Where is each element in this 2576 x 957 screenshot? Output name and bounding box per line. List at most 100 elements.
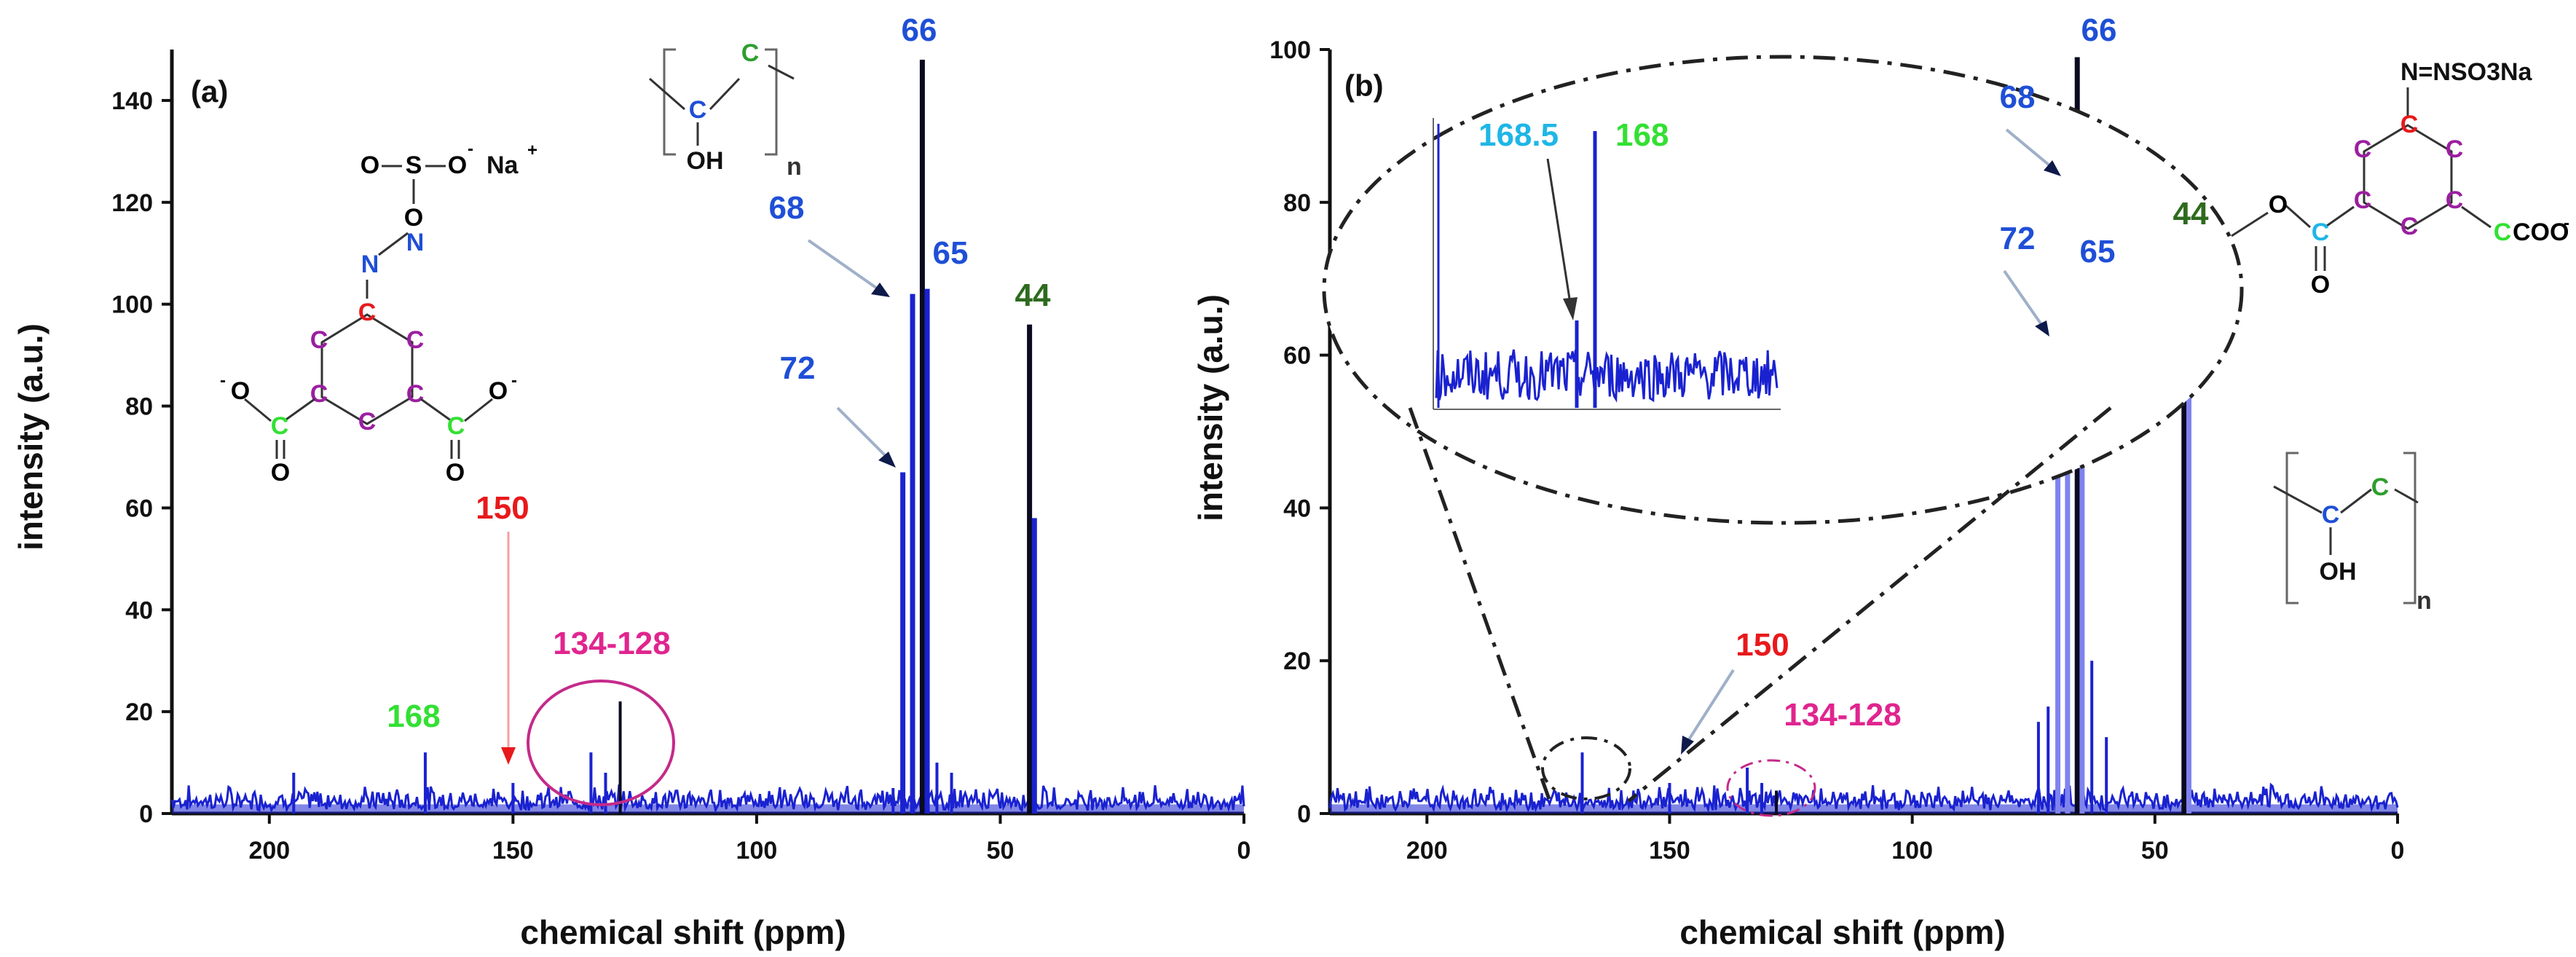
svg-text:C: C [2354, 186, 2372, 214]
y-tick-label: 60 [125, 495, 153, 522]
y-tick-label: 60 [1283, 342, 1311, 370]
svg-text:-: - [511, 371, 517, 390]
y-tick-label: 80 [125, 393, 153, 421]
x-tick-label: 50 [987, 837, 1015, 865]
svg-text:C: C [2354, 135, 2372, 163]
panel-b-label-44: 44 [2173, 196, 2209, 232]
x-tick-label: 0 [1237, 837, 1251, 865]
svg-text:C: C [2400, 111, 2419, 138]
panel-a-ticks: 200 150 100 50 0 0 20 40 60 80 100 120 140 [111, 87, 1250, 865]
panel-a-arrows [501, 239, 896, 806]
panel-b-inset-ellipse [1322, 55, 2244, 525]
svg-text:-: - [2564, 213, 2569, 233]
svg-text:C: C [406, 380, 425, 408]
panel-a-y-label: intensity (a.u.) [12, 323, 50, 551]
panel-a-x-label: chemical shift (ppm) [520, 913, 846, 951]
y-tick-label: 0 [1297, 800, 1311, 828]
panel-b-azo-structure: N=NSO3Na C C C C C C C O O C COO - [2231, 58, 2569, 299]
svg-text:C: C [2322, 501, 2340, 529]
x-tick-label: 150 [492, 837, 534, 865]
svg-text:C: C [271, 412, 289, 440]
svg-text:N: N [406, 229, 425, 256]
svg-text:n: n [787, 153, 802, 181]
x-tick-label: 0 [2391, 837, 2405, 865]
svg-text:OH: OH [2320, 558, 2357, 586]
svg-text:O: O [231, 377, 250, 405]
svg-text:N=NSO3Na: N=NSO3Na [2400, 58, 2533, 86]
panel-a-label-72: 72 [780, 350, 816, 386]
y-tick-label: 140 [111, 87, 153, 115]
svg-text:-: - [468, 139, 473, 159]
panel-a-circle-134-128 [527, 680, 675, 806]
panel-b-source-circle [1541, 736, 1631, 800]
panel-b-circle-134-128 [1726, 759, 1816, 817]
y-tick-label: 40 [1283, 495, 1311, 522]
panel-a-polymer-structure: C C OH n [649, 39, 802, 181]
panel-a-label-65: 65 [933, 235, 969, 271]
x-tick-label: 200 [248, 837, 290, 865]
panel-b-label-68: 68 [2000, 79, 2036, 115]
panel-b-y-label: intensity (a.u.) [1192, 294, 1229, 521]
baseline-noise [170, 784, 1245, 814]
svg-text:-: - [220, 371, 226, 390]
svg-text:Na: Na [487, 151, 519, 179]
svg-text:S: S [406, 151, 422, 179]
svg-text:O: O [361, 151, 379, 179]
panel-b-inset-label-168-5: 168.5 [1478, 117, 1559, 153]
y-tick-label: 0 [139, 800, 153, 828]
baseline-fill [172, 804, 1244, 814]
baseline-fill [1330, 804, 2398, 814]
panel-b-label-134-128: 134-128 [1784, 697, 1901, 733]
svg-text:C: C [2446, 135, 2464, 163]
y-tick-label: 20 [1283, 647, 1311, 675]
panel-a-spectrum [170, 59, 1245, 814]
panel-b-inset-label-168: 168 [1615, 117, 1669, 153]
inset-noise [1435, 349, 1779, 403]
panel-b-ticks: 200 150 100 50 0 0 20 40 60 80 100 [1269, 36, 2404, 865]
svg-text:C: C [406, 326, 425, 354]
panel-a-azo-structure: O O O S N N Na - + C C C C C C C C [220, 139, 537, 487]
x-tick-label: 200 [1406, 837, 1448, 865]
svg-text:C: C [447, 412, 465, 440]
panel-a-label-168: 168 [387, 698, 440, 734]
x-tick-label: 100 [1891, 837, 1933, 865]
panel-b-inset-spectrum [1435, 124, 1779, 408]
svg-text:C: C [689, 96, 707, 124]
svg-text:C: C [358, 408, 377, 436]
svg-text:C: C [2371, 473, 2390, 501]
panel-b: 200 150 100 50 0 0 20 40 60 80 100 (b) chemical sh… [1192, 12, 2569, 951]
panel-b-polymer-structure: C C OH n [2273, 452, 2432, 615]
x-tick-label: 150 [1649, 837, 1690, 865]
svg-text:n: n [2417, 587, 2432, 615]
panel-b-arrows [1681, 128, 2061, 755]
svg-text:OH: OH [687, 147, 724, 175]
panel-b-label-72: 72 [2000, 221, 2036, 256]
y-tick-label: 100 [1269, 36, 1311, 64]
y-tick-label: 120 [111, 189, 153, 217]
panel-b-inset: 168.5 168 [1322, 55, 2244, 803]
svg-text:O: O [271, 459, 290, 487]
svg-text:C: C [310, 326, 328, 354]
svg-text:C: C [358, 299, 377, 326]
svg-text:+: + [527, 141, 537, 160]
svg-text:C: C [2494, 218, 2512, 246]
svg-text:O: O [448, 151, 467, 179]
svg-text:C: C [2446, 186, 2464, 214]
panel-a: 200 150 100 50 0 0 20 40 60 80 100 120 140 (a) chemi… [12, 12, 1250, 951]
panel-a-label-150: 150 [476, 490, 529, 526]
svg-text:O: O [2269, 191, 2288, 218]
svg-text:C: C [2400, 213, 2419, 240]
svg-text:N: N [361, 251, 379, 278]
svg-text:C: C [741, 39, 760, 67]
y-tick-label: 40 [125, 596, 153, 624]
svg-text:O: O [446, 459, 465, 487]
panel-a-label-134-128: 134-128 [553, 626, 670, 661]
panel-a-label-68: 68 [769, 190, 805, 226]
y-tick-label: 100 [111, 291, 153, 319]
panel-a-label-66: 66 [902, 12, 937, 48]
panel-b-label-66: 66 [2081, 12, 2117, 48]
x-tick-label: 100 [736, 837, 778, 865]
panel-a-label-44: 44 [1015, 277, 1051, 313]
panel-b-label-65: 65 [2080, 234, 2116, 269]
